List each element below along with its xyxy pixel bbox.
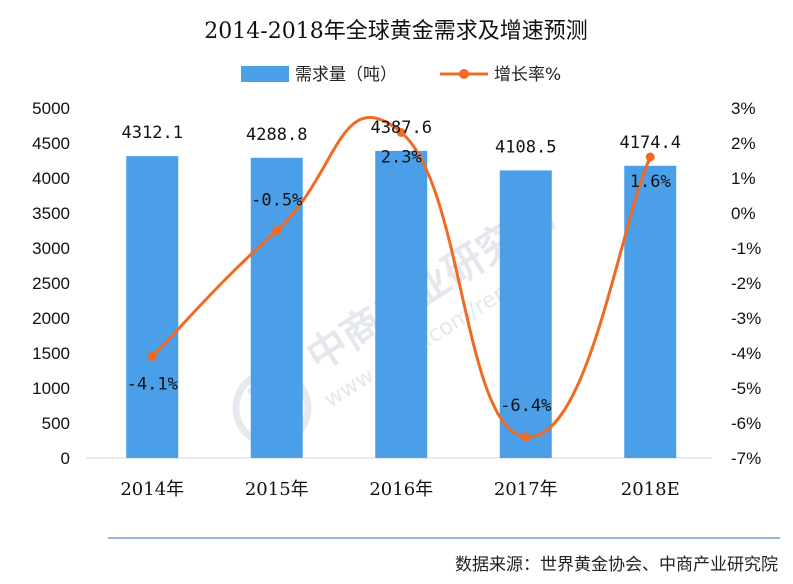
line-data-labels: -4.1% -0.5% 2.3% -6.4% 1.6%: [127, 148, 671, 417]
x-axis: 2014年 2015年 2016年 2017年 2018E: [120, 479, 679, 500]
y-right-tick-label: -7%: [731, 449, 761, 468]
y-axis-right: -7% -6% -5% -4% -3% -2% -1% 0% 1% 2% 3%: [731, 99, 761, 468]
line-point: [272, 226, 282, 235]
legend: 需求量（吨） 增长率%: [241, 65, 561, 85]
y-right-tick-label: 1%: [731, 169, 756, 188]
x-tick-label: 2016年: [369, 479, 433, 500]
bar: [375, 150, 428, 459]
x-tick-label: 2014年: [120, 479, 184, 500]
line-data-label: -6.4%: [500, 396, 551, 416]
bar: [126, 156, 179, 458]
line-data-label: 1.6%: [630, 172, 671, 192]
source-note: 数据来源：世界黄金协会、中商产业研究院: [455, 555, 778, 575]
y-left-tick-label: 2000: [32, 309, 70, 328]
y-right-tick-label: -2%: [731, 274, 761, 293]
y-right-tick-label: -6%: [731, 414, 761, 433]
y-left-tick-label: 2500: [32, 274, 70, 293]
bar-data-label: 4387.6: [371, 118, 432, 138]
bar-data-labels: 4312.1 4288.8 4387.6 4108.5 4174.4: [122, 118, 681, 158]
y-left-tick-label: 5000: [32, 99, 70, 118]
legend-line-marker: [459, 69, 469, 79]
y-left-tick-label: 3500: [32, 204, 70, 223]
bar-data-label: 4288.8: [246, 125, 307, 145]
x-tick-label: 2015年: [245, 479, 309, 500]
line-series: [147, 116, 655, 442]
bar: [624, 165, 677, 459]
y-left-tick-label: 1000: [32, 379, 70, 398]
y-left-tick-label: 4500: [32, 134, 70, 153]
line-data-label: -4.1%: [127, 375, 178, 395]
chart-title: 2014-2018年全球黄金需求及增速预测: [204, 19, 587, 44]
bar: [250, 157, 303, 458]
y-right-tick-label: -3%: [731, 309, 761, 328]
bar-data-label: 4174.4: [620, 133, 681, 153]
y-right-tick-label: -4%: [731, 344, 761, 363]
line-data-label: -0.5%: [251, 191, 302, 211]
y-right-tick-label: 3%: [731, 99, 756, 118]
bar-data-label: 4312.1: [122, 123, 183, 143]
bar: [499, 170, 552, 458]
y-left-tick-label: 0: [61, 449, 70, 468]
y-right-tick-label: -1%: [731, 239, 761, 258]
y-left-tick-label: 1500: [32, 344, 70, 363]
y-left-tick-label: 3000: [32, 239, 70, 258]
bar-data-label: 4108.5: [495, 137, 556, 157]
line-path: [151, 116, 652, 439]
x-tick-label: 2017年: [494, 479, 558, 500]
y-axis-left: 0 500 1000 1500 2000 2500 3000 3500 4000 4500 5000: [32, 99, 70, 468]
line-point: [521, 432, 531, 442]
y-right-tick-label: 2%: [731, 134, 756, 153]
line-point: [147, 352, 157, 361]
legend-line-label: 增长率%: [494, 65, 561, 85]
y-right-tick-label: -5%: [731, 379, 761, 398]
legend-bar-swatch: [241, 66, 289, 82]
line-data-label: 2.3%: [381, 148, 422, 168]
y-left-tick-label: 4000: [32, 169, 70, 188]
line-point: [396, 128, 406, 137]
bar-series: [126, 150, 677, 459]
y-left-tick-label: 500: [42, 414, 70, 433]
legend-bar-label: 需求量（吨）: [295, 65, 397, 85]
x-tick-label: 2018E: [621, 479, 680, 500]
line-point: [645, 152, 655, 162]
y-right-tick-label: 0%: [731, 204, 756, 223]
